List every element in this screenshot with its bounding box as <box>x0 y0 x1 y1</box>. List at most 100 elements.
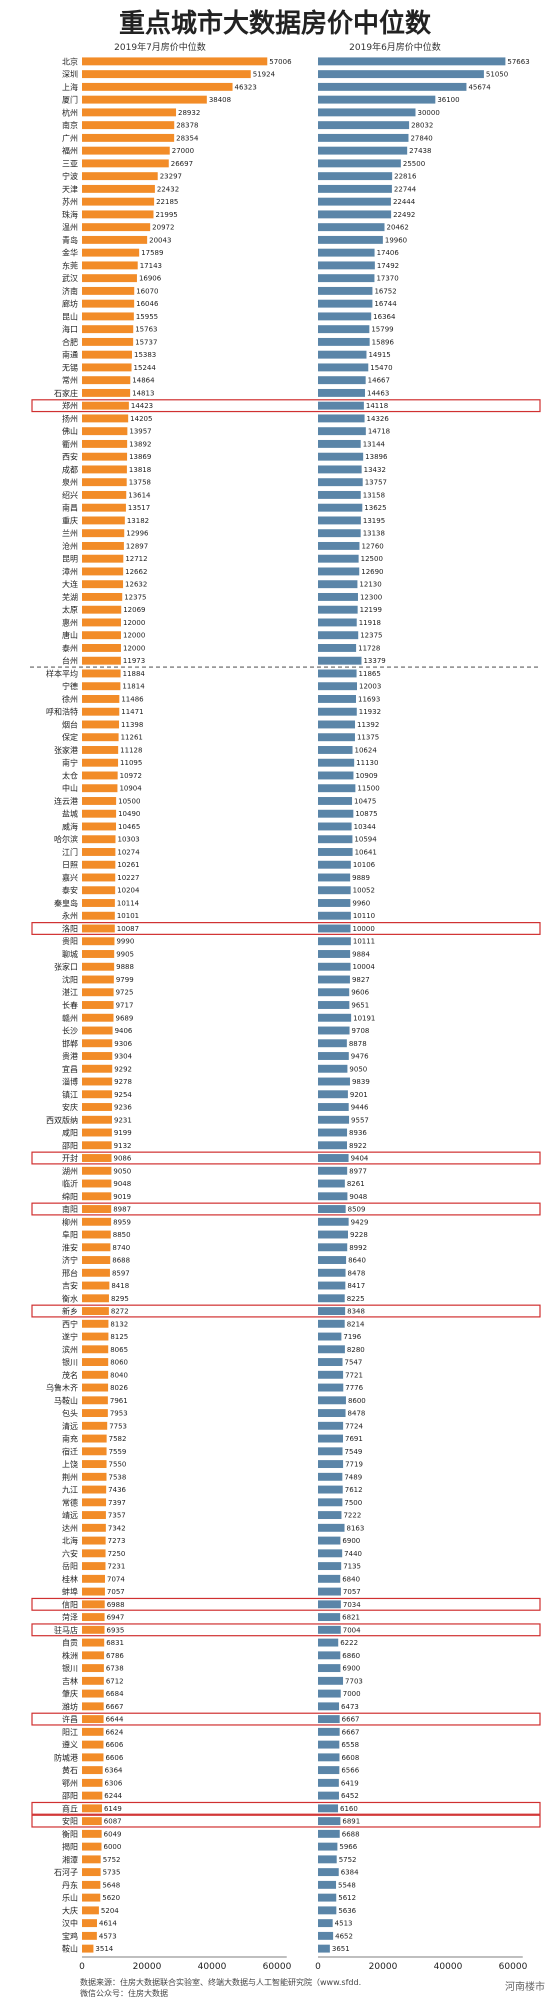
bar-jun <box>318 1064 348 1073</box>
value-label-jul: 20043 <box>149 236 171 244</box>
value-label-jul: 10904 <box>119 785 142 793</box>
value-label-jun: 8640 <box>348 1257 366 1265</box>
value-label-jun: 7000 <box>343 1690 361 1698</box>
value-label-jul: 28354 <box>176 134 199 142</box>
bar-jul <box>82 1944 94 1953</box>
bar-jun <box>318 733 355 742</box>
bar-jul <box>82 1498 107 1507</box>
bar-jun <box>318 172 393 181</box>
bar-jun <box>318 465 362 474</box>
bar-jul <box>82 478 127 487</box>
bar-jul <box>82 1064 113 1073</box>
bar-jul <box>82 248 140 257</box>
value-label-jul: 9231 <box>114 1116 132 1124</box>
bar-jun <box>318 669 357 678</box>
value-label-jul: 15737 <box>135 338 157 346</box>
value-label-jul: 12069 <box>123 606 145 614</box>
city-label: 中山 <box>62 783 78 793</box>
city-label: 遵义 <box>62 1740 78 1750</box>
value-label-jul: 12000 <box>123 644 145 652</box>
city-label: 鞍山 <box>62 1944 78 1954</box>
city-label: 银川 <box>62 1357 78 1367</box>
value-label-jul: 46323 <box>235 83 257 91</box>
bar-jun <box>318 363 369 372</box>
x-tick-label-jul: 20000 <box>133 1962 162 1972</box>
bar-jun <box>318 1472 343 1481</box>
bar-jul <box>82 1230 111 1239</box>
bar-jul <box>82 899 115 907</box>
value-label-jun: 20462 <box>387 224 409 232</box>
bar-jun <box>318 1944 330 1953</box>
bar-jul <box>82 554 124 563</box>
bar-jul <box>82 1358 109 1366</box>
highlight-box <box>31 922 541 935</box>
city-label: 黄石 <box>62 1765 78 1775</box>
value-label-jun: 9476 <box>351 1053 369 1061</box>
city-label: 长沙 <box>62 1026 78 1036</box>
bar-jun <box>318 95 436 104</box>
bar-jul <box>82 656 121 665</box>
bar-jul <box>82 146 170 155</box>
city-label: 包头 <box>62 1408 78 1418</box>
value-label-jul: 8850 <box>113 1231 131 1239</box>
bar-jun <box>318 695 357 703</box>
bar-jul <box>82 669 121 678</box>
value-label-jun: 7549 <box>345 1448 363 1456</box>
value-label-jul: 11261 <box>121 734 143 742</box>
value-label-jul: 9236 <box>114 1104 132 1112</box>
value-label-jun: 17370 <box>376 275 398 283</box>
value-label-jun: 7724 <box>345 1422 363 1430</box>
bar-jun <box>318 248 375 257</box>
city-label: 潍坊 <box>62 1701 78 1711</box>
value-label-jul: 8295 <box>111 1295 129 1303</box>
city-label: 张家口 <box>54 962 78 972</box>
value-label-jun: 7135 <box>343 1563 361 1571</box>
city-label: 天津 <box>62 184 78 194</box>
value-label-jul: 21995 <box>155 211 177 219</box>
bar-jun <box>318 1498 343 1507</box>
bar-jun <box>318 822 352 831</box>
bar-jul <box>82 1562 106 1571</box>
city-label: 绍兴 <box>62 490 78 500</box>
value-label-jul: 7582 <box>109 1435 127 1443</box>
highlight-box <box>31 1304 541 1318</box>
bar-jul <box>82 567 124 576</box>
city-label: 南京 <box>62 120 78 130</box>
bar-jun <box>318 1052 349 1060</box>
value-label-jun: 13625 <box>364 504 386 512</box>
bar-jul <box>82 1243 111 1252</box>
bar-jul <box>82 1205 112 1213</box>
value-label-jul: 6947 <box>107 1614 125 1622</box>
bar-jun <box>318 1625 341 1634</box>
value-label-jun: 8280 <box>347 1346 365 1354</box>
value-label-jun: 14718 <box>368 428 390 436</box>
value-label-jul: 9050 <box>113 1167 131 1175</box>
city-label: 银川 <box>62 1663 78 1673</box>
bar-jun <box>318 1358 343 1366</box>
bar-jun <box>318 541 360 550</box>
bar-jun <box>318 886 351 895</box>
value-label-jul: 9990 <box>116 938 134 946</box>
bar-jul <box>82 57 268 66</box>
value-label-jul: 28932 <box>178 109 200 117</box>
value-label-jun: 13896 <box>365 453 388 461</box>
value-label-jun: 10475 <box>354 797 376 805</box>
value-label-jul: 6049 <box>104 1830 122 1838</box>
bar-jul <box>82 1638 105 1647</box>
city-label: 衡水 <box>62 1293 78 1303</box>
bar-jul <box>82 1931 97 1940</box>
value-label-jun: 11918 <box>359 619 381 627</box>
value-label-jun: 16752 <box>374 287 396 295</box>
bar-jun <box>318 1166 348 1175</box>
value-label-jun: 10111 <box>353 938 375 946</box>
bar-jul <box>82 1090 113 1099</box>
value-label-jul: 12662 <box>125 568 147 576</box>
value-label-jun: 9884 <box>352 950 370 958</box>
city-label: 宁波 <box>62 171 78 181</box>
bar-jul <box>82 299 135 308</box>
value-label-jun: 8261 <box>347 1180 365 1188</box>
value-label-jul: 6988 <box>107 1601 125 1609</box>
value-label-jul: 20972 <box>152 224 174 232</box>
bar-jun <box>318 1753 340 1762</box>
city-label: 菏泽 <box>62 1612 78 1622</box>
